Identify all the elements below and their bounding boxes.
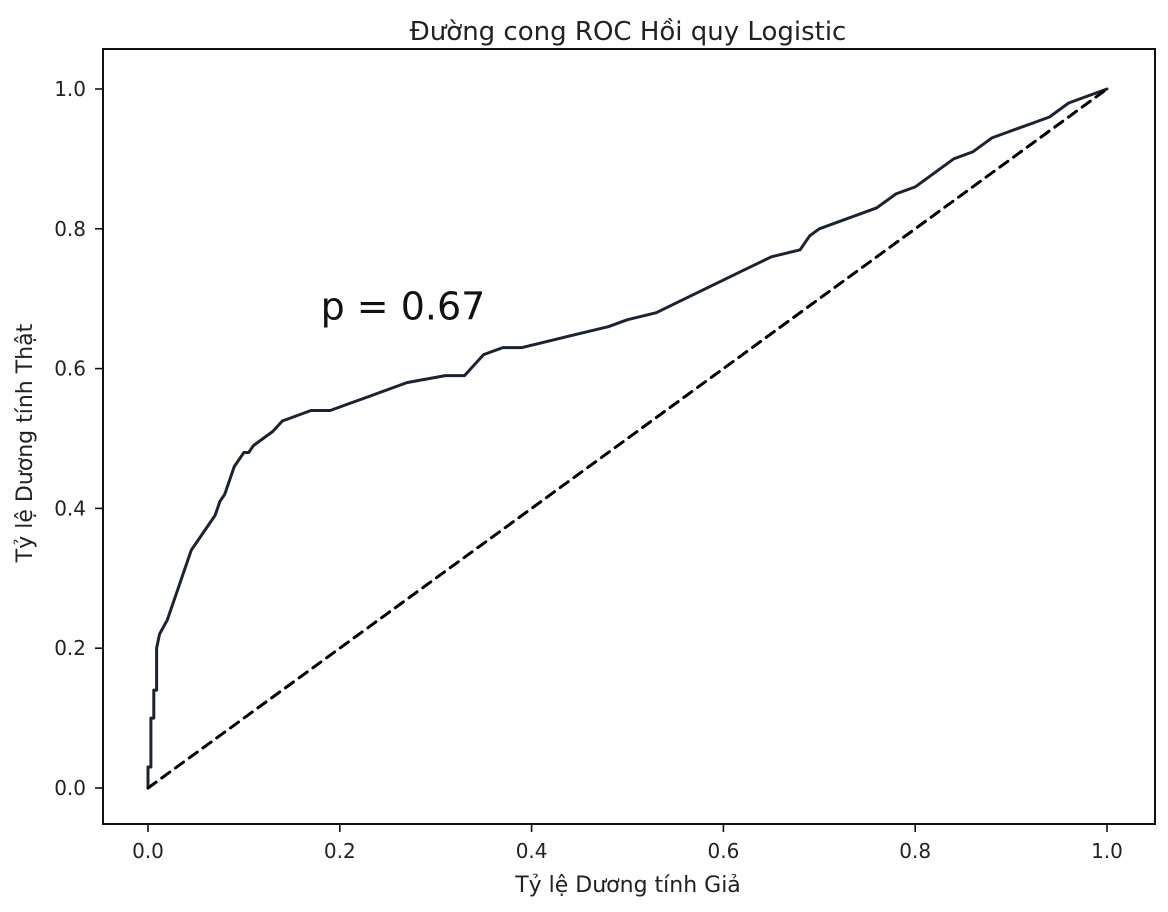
x-tick-label: 1.0 [1091, 839, 1123, 863]
y-tick-label: 0.2 [54, 636, 86, 660]
y-tick-label: 0.4 [54, 496, 86, 520]
y-tick-label: 0.0 [54, 776, 86, 800]
y-tick-label: 0.8 [54, 217, 86, 241]
x-axis-ticks: 0.0 0.2 0.4 0.6 0.8 1.0 [132, 824, 1123, 863]
x-tick-label: 0.0 [132, 839, 164, 863]
y-tick-label: 0.6 [54, 357, 86, 381]
chance-diagonal-line [146, 87, 1109, 790]
x-axis-label: Tỷ lệ Dương tính Giả [514, 873, 741, 898]
x-tick-label: 0.4 [516, 839, 548, 863]
series-layer [146, 87, 1109, 790]
plot-frame [102, 48, 1156, 825]
y-axis-ticks: 0.0 0.2 0.4 0.6 0.8 1.0 [54, 77, 103, 800]
x-tick-label: 0.8 [899, 839, 931, 863]
x-tick-label: 0.6 [707, 839, 739, 863]
x-tick-label: 0.2 [324, 839, 356, 863]
y-axis-label: Tỷ lệ Dương tính Thật [13, 323, 38, 563]
y-tick-label: 1.0 [54, 77, 86, 101]
p-value-annotation: p = 0.67 [321, 285, 486, 329]
chart-title: Đường cong ROC Hồi quy Logistic [410, 17, 847, 47]
roc-curve-line [146, 87, 1109, 790]
